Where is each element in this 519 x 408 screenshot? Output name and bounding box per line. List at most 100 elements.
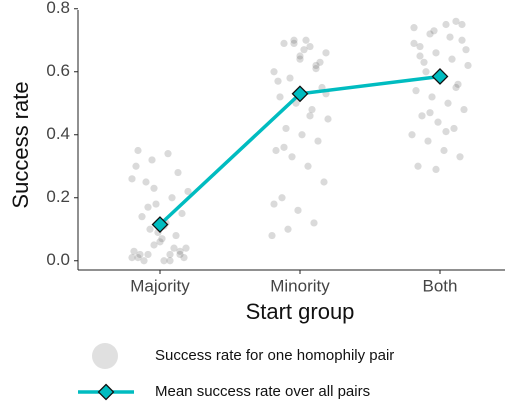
scatter-point: [442, 20, 450, 29]
scatter-point: [426, 109, 434, 117]
y-axis-label: Success rate: [8, 81, 33, 208]
scatter-point: [166, 250, 174, 259]
y-tick-label: 0.8: [46, 0, 70, 17]
scatter-point: [290, 39, 298, 48]
x-tick-label: Majority: [130, 276, 190, 295]
scatter-point: [310, 219, 318, 227]
scatter-point: [148, 156, 156, 164]
scatter-point: [432, 165, 440, 173]
scatter-point: [300, 46, 308, 54]
scatter-point: [308, 105, 316, 114]
scatter-point: [320, 178, 328, 186]
scatter-point: [278, 194, 286, 202]
scatter-point: [312, 65, 320, 73]
scatter-point: [460, 105, 468, 114]
scatter-point: [422, 68, 430, 76]
scatter-point: [182, 244, 190, 252]
scatter-point: [178, 209, 186, 218]
scatter-point: [408, 131, 416, 139]
scatter-point: [180, 254, 188, 262]
scatter-point: [150, 184, 158, 192]
scatter-point: [452, 17, 460, 25]
scatter-point: [288, 153, 296, 161]
scatter-point: [144, 250, 152, 259]
scatter-point: [446, 33, 454, 41]
mean-marker: [151, 216, 169, 233]
scatter-point: [164, 150, 172, 158]
scatter-point: [156, 238, 164, 246]
scatter-point: [184, 187, 192, 196]
scatter-point: [134, 254, 142, 262]
scatter-point: [454, 80, 462, 88]
scatter-point: [272, 146, 280, 155]
scatter-point: [296, 55, 304, 63]
scatter-point: [302, 36, 310, 44]
scatter-point: [432, 49, 440, 57]
scatter-point: [284, 225, 292, 233]
x-tick-label: Minority: [270, 276, 330, 295]
scatter-point: [176, 250, 184, 259]
scatter-point: [158, 235, 166, 243]
scatter-point: [296, 52, 304, 60]
scatter-point: [286, 74, 294, 82]
scatter-point: [314, 137, 322, 145]
scatter-point: [428, 93, 436, 101]
scatter-point: [440, 146, 448, 155]
scatter-point: [280, 39, 288, 48]
scatter-point: [132, 162, 140, 170]
legend-label: Mean success rate over all pairs: [155, 383, 370, 400]
y-tick-label: 0.6: [46, 61, 70, 80]
mean-marker: [431, 68, 449, 85]
scatter-point: [306, 42, 314, 51]
scatter-point: [324, 115, 332, 123]
scatter-point: [418, 112, 426, 120]
y-tick-label: 0.4: [46, 124, 70, 143]
scatter-point: [410, 39, 418, 48]
scatter-point: [430, 27, 438, 35]
scatter-point: [130, 247, 138, 255]
scatter-point: [448, 55, 456, 63]
scatter-point: [270, 200, 278, 208]
scatter-point: [416, 52, 424, 60]
legend-label: Success rate for one homophily pair: [155, 347, 394, 364]
scatter-point: [434, 118, 442, 126]
scatter-point: [426, 30, 434, 38]
scatter-point: [304, 162, 312, 170]
scatter-point: [176, 247, 184, 255]
scatter-point: [316, 58, 324, 66]
scatter-point: [134, 146, 142, 155]
scatter-point: [312, 61, 320, 70]
scatter-point: [166, 257, 174, 265]
scatter-point: [150, 241, 158, 249]
scatter-point: [412, 87, 420, 95]
scatter-point: [294, 206, 302, 214]
scatter-point: [410, 24, 418, 32]
scatter-point: [280, 143, 288, 151]
scatter-point: [138, 213, 146, 221]
scatter-point: [420, 58, 428, 66]
scatter-point: [442, 128, 450, 136]
scatter-point: [416, 42, 424, 51]
scatter-point: [128, 254, 136, 262]
scatter-point: [168, 194, 176, 202]
scatter-point: [274, 77, 282, 85]
scatter-point: [136, 250, 144, 259]
scatter-point: [322, 49, 330, 57]
mean-marker: [291, 85, 309, 103]
scatter-point: [414, 162, 422, 170]
scatter-point: [140, 257, 148, 265]
scatter-point: [424, 137, 432, 145]
scatter-point: [444, 99, 452, 107]
scatter-point: [128, 175, 136, 183]
scatter-point: [276, 93, 284, 101]
scatter-point: [458, 20, 466, 29]
scatter-point: [290, 36, 298, 44]
scatter-point: [458, 36, 466, 44]
scatter-point: [452, 83, 460, 92]
y-tick-label: 0.0: [46, 250, 70, 269]
scatter-point: [306, 112, 314, 120]
scatter-point: [170, 244, 178, 252]
scatter-point: [146, 225, 154, 233]
scatter-point: [172, 231, 180, 240]
